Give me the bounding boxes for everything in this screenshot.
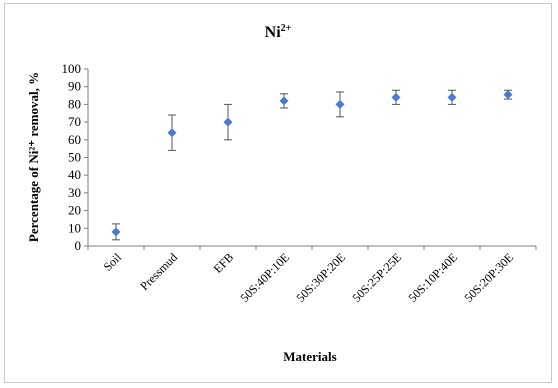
x-tick-label: 50S:25P:25E (349, 250, 404, 305)
data-point (111, 227, 121, 237)
y-tick-label: 0 (75, 238, 82, 253)
data-point (447, 92, 457, 102)
y-tick-label: 40 (68, 167, 81, 182)
y-tick-label: 20 (68, 203, 81, 218)
x-tick-label: 50S:10P:40E (405, 250, 460, 305)
y-tick-label: 60 (68, 132, 81, 147)
chart-title: Ni2+ (265, 23, 292, 41)
y-tick-label: 70 (68, 114, 81, 129)
y-tick-label: 100 (62, 61, 82, 76)
y-tick-label: 30 (68, 185, 81, 200)
x-tick-label: Soil (101, 250, 125, 274)
y-tick-label: 10 (68, 220, 81, 235)
y-tick-label: 90 (68, 79, 81, 94)
y-tick-label: 50 (68, 150, 81, 165)
data-point (335, 99, 345, 109)
x-axis-label: Materials (283, 349, 336, 364)
x-tick-label: 50S:40P:10E (237, 250, 292, 305)
x-tick-label: EFB (211, 250, 236, 275)
data-point (167, 128, 177, 138)
x-tick-label: 50S:20P:30E (461, 250, 516, 305)
chart-title-superscript: 2+ (281, 23, 292, 34)
chart-title-text: Ni (265, 24, 282, 41)
x-tick-label: 50S:30P:20E (293, 250, 348, 305)
data-point (223, 117, 233, 127)
data-point (279, 96, 289, 106)
y-axis-label: Percentage of Ni²⁺ removal, % (26, 72, 41, 242)
data-point (503, 90, 513, 100)
chart-frame (4, 3, 552, 383)
x-tick-label: Pressmud (137, 250, 180, 293)
y-tick-label: 80 (68, 96, 81, 111)
data-point (391, 92, 401, 102)
